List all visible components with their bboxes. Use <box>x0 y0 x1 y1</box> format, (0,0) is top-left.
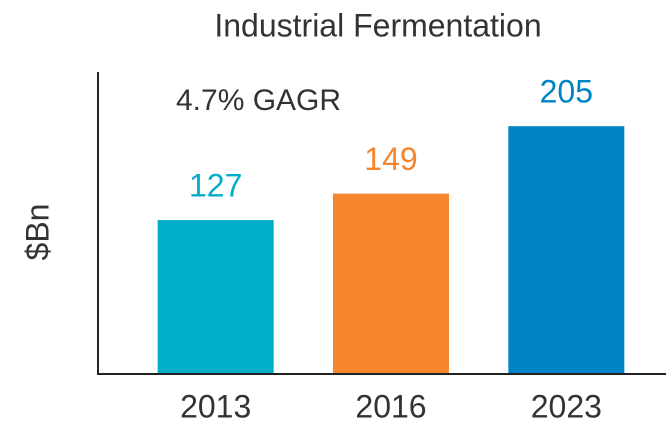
value-label: 205 <box>540 74 593 110</box>
chart-title: Industrial Fermentation <box>214 7 541 43</box>
x-tick-label: 2016 <box>355 388 426 424</box>
x-tick-label: 2013 <box>180 388 251 424</box>
x-tick-label: 2023 <box>531 388 602 424</box>
bar <box>333 193 449 373</box>
annotation: 4.7% GAGR <box>176 84 341 117</box>
bar <box>508 126 625 374</box>
value-label: 127 <box>189 168 242 204</box>
value-label: 149 <box>364 141 417 177</box>
bar <box>157 220 274 373</box>
y-axis-label: $Bn <box>19 204 55 261</box>
